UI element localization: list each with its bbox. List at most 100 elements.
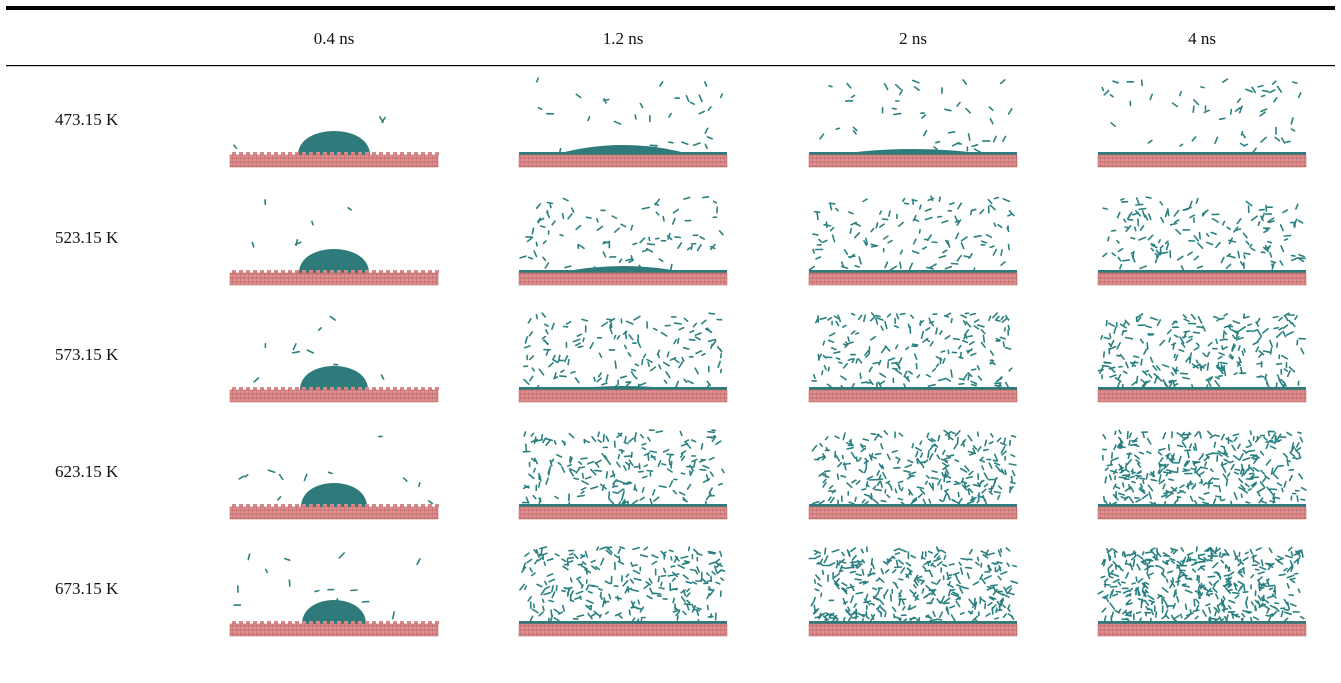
substrate <box>230 273 438 285</box>
film <box>1098 387 1306 390</box>
substrate-tooth <box>358 270 362 273</box>
substrate-tooth <box>337 504 341 507</box>
substrate-tooth <box>295 387 299 390</box>
substrate-tooth <box>316 504 320 507</box>
substrate-tooth <box>365 270 369 273</box>
simulation-snapshot <box>230 200 439 285</box>
substrate-tooth <box>239 504 243 507</box>
row-label: 523.15 K <box>55 228 119 247</box>
substrate-tooth <box>316 270 320 273</box>
substrate-tooth <box>267 152 271 155</box>
substrate-tooth <box>435 152 439 155</box>
substrate-tooth <box>281 621 285 624</box>
substrate-tooth <box>372 504 376 507</box>
substrate-tooth <box>428 270 432 273</box>
substrate-tooth <box>309 504 313 507</box>
top-rule <box>6 6 1335 10</box>
molecules <box>809 196 1014 273</box>
substrate-tooth <box>372 152 376 155</box>
substrate-tooth <box>393 504 397 507</box>
substrate-tooth <box>239 270 243 273</box>
substrate-tooth <box>267 621 271 624</box>
substrate-tooth <box>253 621 257 624</box>
substrate-tooth <box>407 152 411 155</box>
column-header: 0.4 ns <box>314 29 355 48</box>
substrate-tooth <box>435 504 439 507</box>
substrate-tooth <box>330 270 334 273</box>
molecules <box>809 547 1017 625</box>
substrate-tooth <box>232 270 236 273</box>
droplet <box>301 483 367 507</box>
substrate-tooth <box>232 387 236 390</box>
substrate-tooth <box>393 270 397 273</box>
substrate-tooth <box>274 621 278 624</box>
film <box>519 504 727 507</box>
substrate-tooth <box>302 387 306 390</box>
droplet <box>300 366 368 390</box>
substrate-tooth <box>337 270 341 273</box>
substrate-tooth <box>246 504 250 507</box>
substrate-tooth <box>358 152 362 155</box>
substrate-tooth <box>358 621 362 624</box>
substrate-tooth <box>386 621 390 624</box>
header-rule <box>6 65 1335 66</box>
substrate-tooth <box>393 387 397 390</box>
simulation-snapshot <box>519 197 727 285</box>
substrate-tooth <box>386 270 390 273</box>
substrate-tooth <box>316 387 320 390</box>
substrate-tooth <box>267 504 271 507</box>
film <box>809 504 1017 507</box>
substrate <box>230 624 438 636</box>
substrate-tooth <box>302 270 306 273</box>
substrate-tooth <box>239 387 243 390</box>
substrate-tooth <box>428 387 432 390</box>
substrate <box>809 273 1017 285</box>
substrate-tooth <box>295 152 299 155</box>
film <box>1098 504 1306 507</box>
substrate <box>519 624 727 636</box>
substrate <box>809 155 1017 167</box>
substrate-tooth <box>309 387 313 390</box>
substrate <box>230 507 438 519</box>
substrate-tooth <box>344 621 348 624</box>
substrate-tooth <box>253 270 257 273</box>
simulation-snapshot <box>1098 79 1306 167</box>
film <box>809 387 1017 390</box>
substrate <box>1098 273 1306 285</box>
substrate-tooth <box>323 152 327 155</box>
substrate-tooth <box>372 387 376 390</box>
substrate-tooth <box>351 270 355 273</box>
substrate-tooth <box>365 621 369 624</box>
substrate-tooth <box>253 504 257 507</box>
molecules <box>1103 197 1305 269</box>
substrate-tooth <box>274 387 278 390</box>
substrate-tooth <box>281 152 285 155</box>
substrate-tooth <box>288 621 292 624</box>
substrate-tooth <box>414 270 418 273</box>
substrate-tooth <box>386 504 390 507</box>
substrate-tooth <box>232 621 236 624</box>
row-label: 623.15 K <box>55 462 119 481</box>
substrate-tooth <box>351 504 355 507</box>
substrate-tooth <box>379 621 383 624</box>
molecules <box>1098 547 1304 624</box>
droplet <box>299 249 369 273</box>
simulation-snapshot <box>809 547 1017 636</box>
simulation-snapshot <box>230 117 439 167</box>
substrate-tooth <box>407 270 411 273</box>
substrate-tooth <box>246 621 250 624</box>
column-header: 2 ns <box>899 29 927 48</box>
molecules <box>1102 79 1300 152</box>
substrate-tooth <box>407 387 411 390</box>
simulation-snapshot <box>809 196 1017 285</box>
substrate-tooth <box>435 387 439 390</box>
substrate-tooth <box>267 387 271 390</box>
column-header: 4 ns <box>1188 29 1216 48</box>
simulation-snapshot <box>809 313 1017 402</box>
simulation-snapshot <box>1098 197 1306 285</box>
film <box>1098 270 1306 273</box>
substrate-tooth <box>288 387 292 390</box>
substrate-tooth <box>337 387 341 390</box>
simulation-snapshot <box>519 547 727 636</box>
molecules <box>524 313 722 391</box>
